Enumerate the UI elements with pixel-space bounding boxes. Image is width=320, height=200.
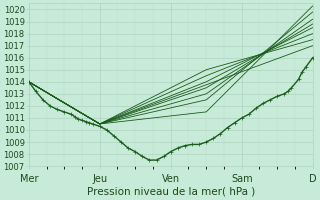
X-axis label: Pression niveau de la mer( hPa ): Pression niveau de la mer( hPa ) xyxy=(87,187,255,197)
